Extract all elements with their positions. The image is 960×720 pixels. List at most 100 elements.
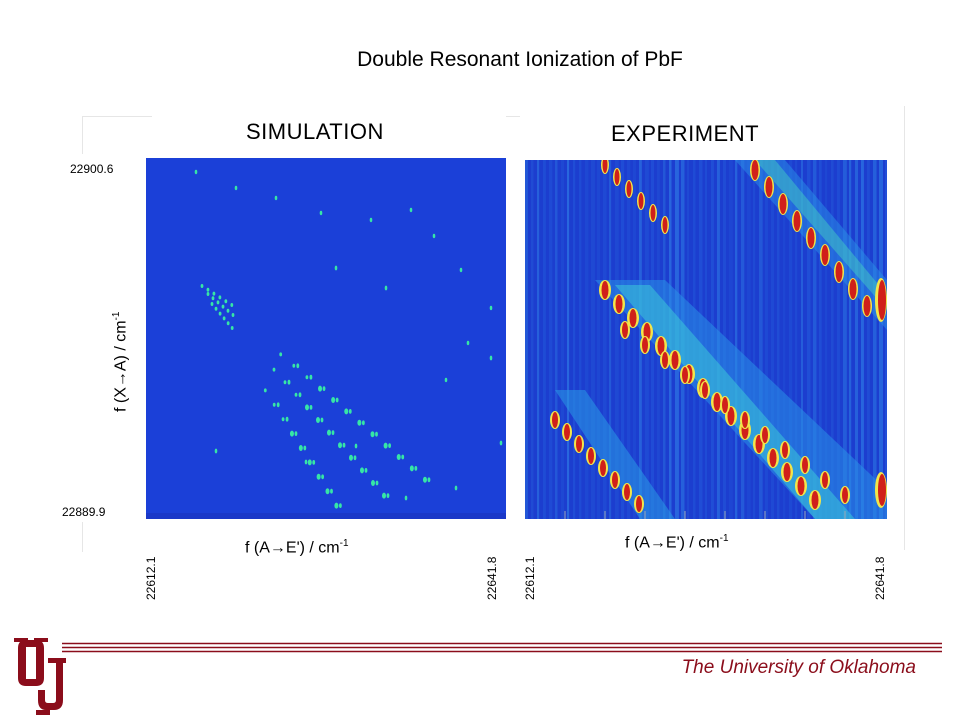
exp-stripe	[525, 160, 528, 519]
exp-blob	[615, 295, 623, 313]
sim-x-axis-label-text: f (A→E') / cm	[245, 539, 340, 557]
sim-dot	[263, 388, 267, 393]
exp-stripe	[609, 160, 612, 519]
exp-stripe	[549, 160, 553, 519]
exp-blob	[765, 177, 773, 197]
exp-blob	[811, 491, 819, 509]
exp-stripe	[801, 160, 804, 519]
sim-dot	[206, 292, 210, 296]
sim-dot	[200, 284, 204, 288]
exp-blob	[629, 309, 637, 327]
frame-line-top	[82, 116, 152, 117]
sim-dot	[289, 430, 294, 437]
simulation-spectrum	[146, 158, 506, 519]
exp-blob	[802, 457, 808, 473]
sim-dot	[309, 374, 313, 380]
exp-blob	[751, 160, 759, 180]
sim-dot	[396, 454, 401, 460]
sim-dot	[305, 375, 309, 380]
exp-stripe	[591, 160, 595, 519]
sim-dot	[338, 503, 342, 508]
sim-dot	[375, 431, 378, 437]
sim-dot	[422, 476, 427, 483]
exp-blob	[702, 382, 708, 398]
sim-dot	[489, 305, 493, 311]
sim-dot	[409, 207, 413, 213]
sim-dot	[357, 419, 362, 426]
footer-university-name: The University of Oklahoma	[681, 657, 916, 678]
sim-dot	[304, 459, 308, 465]
exp-stripe	[561, 160, 565, 519]
exp-stripe	[735, 160, 738, 519]
exp-blob	[622, 322, 628, 338]
sim-dot	[285, 416, 289, 422]
exp-x-left-value: 22612.1	[523, 556, 537, 600]
sim-dot	[382, 492, 386, 499]
frame-line-top-right	[506, 116, 520, 117]
exp-blob	[842, 487, 848, 503]
exp-blob	[863, 296, 871, 316]
exp-stripe	[531, 160, 534, 519]
exp-stripe	[615, 160, 619, 519]
exp-blob	[713, 393, 721, 411]
exp-stripe	[825, 160, 828, 519]
sim-dot	[218, 311, 222, 316]
frame-line-left-bottom	[82, 522, 83, 552]
sim-dot	[383, 442, 388, 449]
sim-dot	[401, 454, 405, 460]
sim-x-axis-label-exp: -1	[339, 538, 349, 549]
sim-dot	[218, 295, 222, 300]
sim-dot	[404, 495, 408, 501]
sim-x-left-value: 22612.1	[144, 556, 158, 600]
ou-logo-icon	[14, 638, 66, 715]
sim-dot	[211, 296, 215, 301]
sim-dot	[331, 430, 335, 435]
experiment-title: EXPERIMENT	[611, 121, 760, 146]
exp-blob	[602, 160, 608, 173]
exp-blob	[662, 217, 668, 233]
exp-stripe	[765, 160, 768, 519]
exp-stripe	[555, 160, 558, 519]
sim-dot	[321, 474, 325, 480]
sim-dot	[338, 442, 342, 449]
exp-stripe	[837, 160, 840, 519]
sim-dot	[427, 477, 431, 483]
exp-stripe	[771, 160, 774, 519]
exp-blob	[682, 367, 688, 383]
exp-blob	[779, 194, 787, 214]
exp-blob	[793, 211, 801, 231]
sim-dot	[281, 417, 285, 422]
sim-dot	[287, 379, 291, 385]
frame-line-right	[904, 106, 905, 550]
exp-blob	[807, 228, 815, 248]
exp-stripe	[813, 160, 817, 519]
sim-dot	[320, 417, 324, 423]
exp-stripe	[597, 160, 601, 519]
sim-x-right-value: 22641.8	[485, 556, 499, 600]
sim-dot	[226, 321, 230, 326]
sim-dot	[305, 404, 309, 411]
sim-dot	[298, 445, 303, 451]
exp-blob	[564, 424, 570, 440]
exp-x-right-value: 22641.8	[873, 556, 887, 600]
sim-dot	[224, 299, 228, 304]
sim-dot	[466, 340, 470, 346]
sim-dot	[459, 267, 463, 273]
exp-blob	[849, 279, 857, 299]
sim-dot	[309, 405, 313, 410]
sim-x-axis-label: f (A→E') / cm-1	[245, 538, 349, 557]
exp-blob	[638, 193, 644, 209]
sim-dot	[318, 385, 323, 392]
exp-stripe	[789, 160, 793, 519]
exp-blob	[624, 484, 630, 500]
sim-dot	[361, 420, 365, 426]
sim-dot	[409, 465, 414, 472]
exp-blob	[642, 337, 648, 353]
sim-dot	[348, 409, 352, 414]
sim-dot	[206, 287, 210, 292]
frame-line-left	[82, 116, 83, 154]
exp-stripe	[639, 160, 642, 519]
sim-dot	[296, 363, 300, 369]
sim-dot	[294, 431, 298, 436]
exp-blob	[835, 262, 843, 282]
